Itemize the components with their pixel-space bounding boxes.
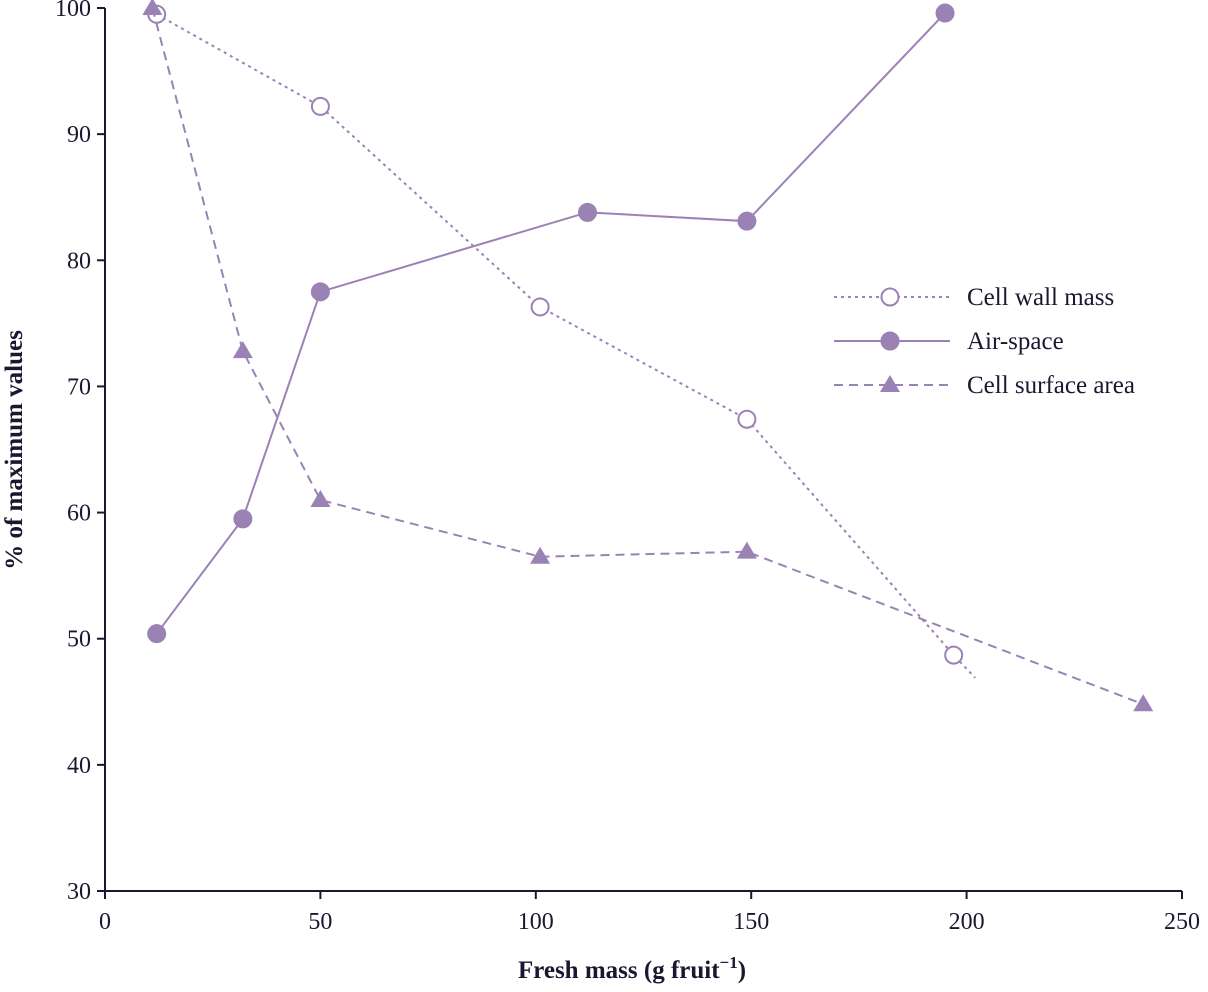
legend-marker xyxy=(880,331,900,351)
series-group xyxy=(142,0,1154,712)
data-point xyxy=(736,541,757,559)
legend-item: Cell wall mass xyxy=(834,284,1114,311)
data-point xyxy=(737,211,757,231)
x-tick-label: 0 xyxy=(99,909,111,935)
legend: Cell wall mass Air-space Cell surface area xyxy=(834,284,1135,399)
data-point xyxy=(233,509,253,529)
data-point xyxy=(232,341,253,359)
legend-item: Air-space xyxy=(834,328,1064,355)
y-tick-label: 100 xyxy=(55,0,91,22)
data-point xyxy=(310,96,330,116)
series-cell-wall-mass xyxy=(147,4,976,679)
data-point xyxy=(577,202,597,222)
series-cell-surface-area xyxy=(142,0,1154,712)
legend-label: Air-space xyxy=(967,328,1064,355)
data-point xyxy=(1133,694,1154,712)
y-tick-label: 40 xyxy=(67,753,91,779)
series-air-space xyxy=(147,3,955,644)
series-line xyxy=(151,7,1144,706)
legend-label: Cell wall mass xyxy=(967,284,1114,311)
y-tick-label: 70 xyxy=(67,374,91,400)
y-tick-label: 50 xyxy=(67,627,91,653)
series-line xyxy=(156,13,976,679)
y-tick-label: 90 xyxy=(67,122,91,148)
data-point xyxy=(530,546,551,564)
x-tick-label: 250 xyxy=(1164,909,1200,935)
data-point xyxy=(142,0,163,15)
data-point xyxy=(530,297,550,317)
x-tick-label: 100 xyxy=(518,909,554,935)
x-tick-label: 200 xyxy=(949,909,985,935)
x-axis-label: Fresh mass (g fruit−1) xyxy=(518,953,746,984)
x-tick-label: 150 xyxy=(733,909,769,935)
y-axis-label: % of maximum values xyxy=(1,330,28,570)
data-point xyxy=(737,409,757,429)
data-point xyxy=(944,645,964,665)
data-point xyxy=(310,489,331,507)
y-tick-label: 80 xyxy=(67,248,91,274)
y-tick-label: 60 xyxy=(67,501,91,527)
data-point xyxy=(935,3,955,23)
y-tick-label: 30 xyxy=(67,879,91,905)
legend-label: Cell surface area xyxy=(967,372,1135,399)
x-tick-label: 50 xyxy=(308,909,332,935)
axes: 0 50 100 150 200 250 30 40 50 60 70 80 90 100 xyxy=(55,0,1200,935)
series-line xyxy=(155,12,946,635)
legend-item: Cell surface area xyxy=(834,372,1135,399)
data-point xyxy=(310,282,330,302)
legend-marker xyxy=(880,375,900,392)
data-point xyxy=(147,624,167,644)
legend-marker xyxy=(880,287,900,307)
